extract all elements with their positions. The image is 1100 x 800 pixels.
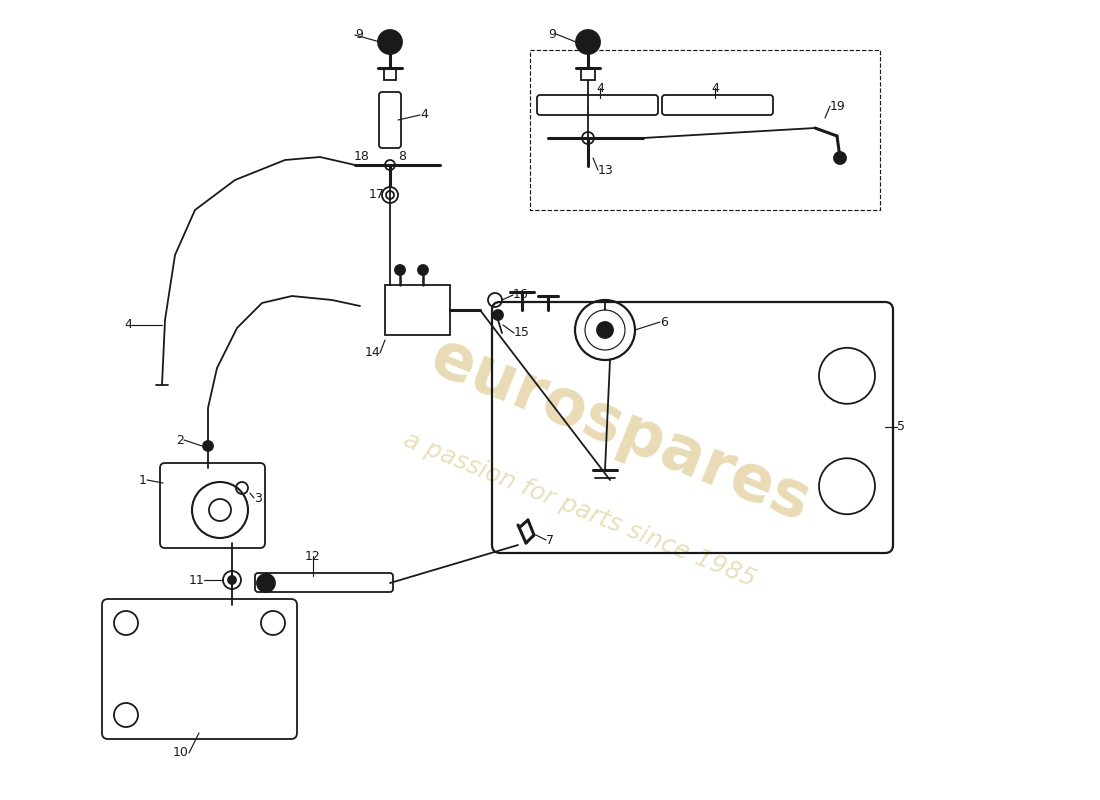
Text: a passion for parts since 1985: a passion for parts since 1985 [400, 428, 760, 592]
Circle shape [597, 322, 613, 338]
Text: 9: 9 [548, 27, 556, 41]
Circle shape [204, 441, 213, 451]
Text: 16: 16 [513, 289, 529, 302]
Text: eurospares: eurospares [421, 326, 818, 534]
Circle shape [582, 36, 594, 48]
Circle shape [834, 152, 846, 164]
Text: 7: 7 [546, 534, 554, 546]
Text: 17: 17 [370, 189, 385, 202]
Circle shape [493, 310, 503, 320]
Circle shape [576, 30, 600, 54]
Text: 10: 10 [173, 746, 189, 759]
Text: 3: 3 [254, 491, 262, 505]
Text: 1: 1 [139, 474, 147, 486]
Text: 5: 5 [896, 421, 905, 434]
Text: 6: 6 [660, 315, 668, 329]
Text: 9: 9 [355, 29, 363, 42]
Circle shape [395, 265, 405, 275]
Text: 12: 12 [305, 550, 321, 562]
Circle shape [257, 574, 275, 592]
Text: 2: 2 [176, 434, 184, 446]
Text: 14: 14 [364, 346, 380, 359]
Text: 4: 4 [420, 109, 428, 122]
Circle shape [384, 36, 396, 48]
Text: 4: 4 [711, 82, 719, 94]
Text: 13: 13 [598, 163, 614, 177]
Text: 18: 18 [354, 150, 370, 163]
Text: 19: 19 [830, 99, 846, 113]
Text: 4: 4 [596, 82, 604, 94]
Text: 15: 15 [514, 326, 530, 339]
Circle shape [228, 576, 236, 584]
Text: 11: 11 [188, 574, 204, 586]
Circle shape [378, 30, 402, 54]
Text: 4: 4 [124, 318, 132, 331]
Bar [385, 285, 450, 335]
Text: 8: 8 [398, 150, 406, 163]
Circle shape [418, 265, 428, 275]
